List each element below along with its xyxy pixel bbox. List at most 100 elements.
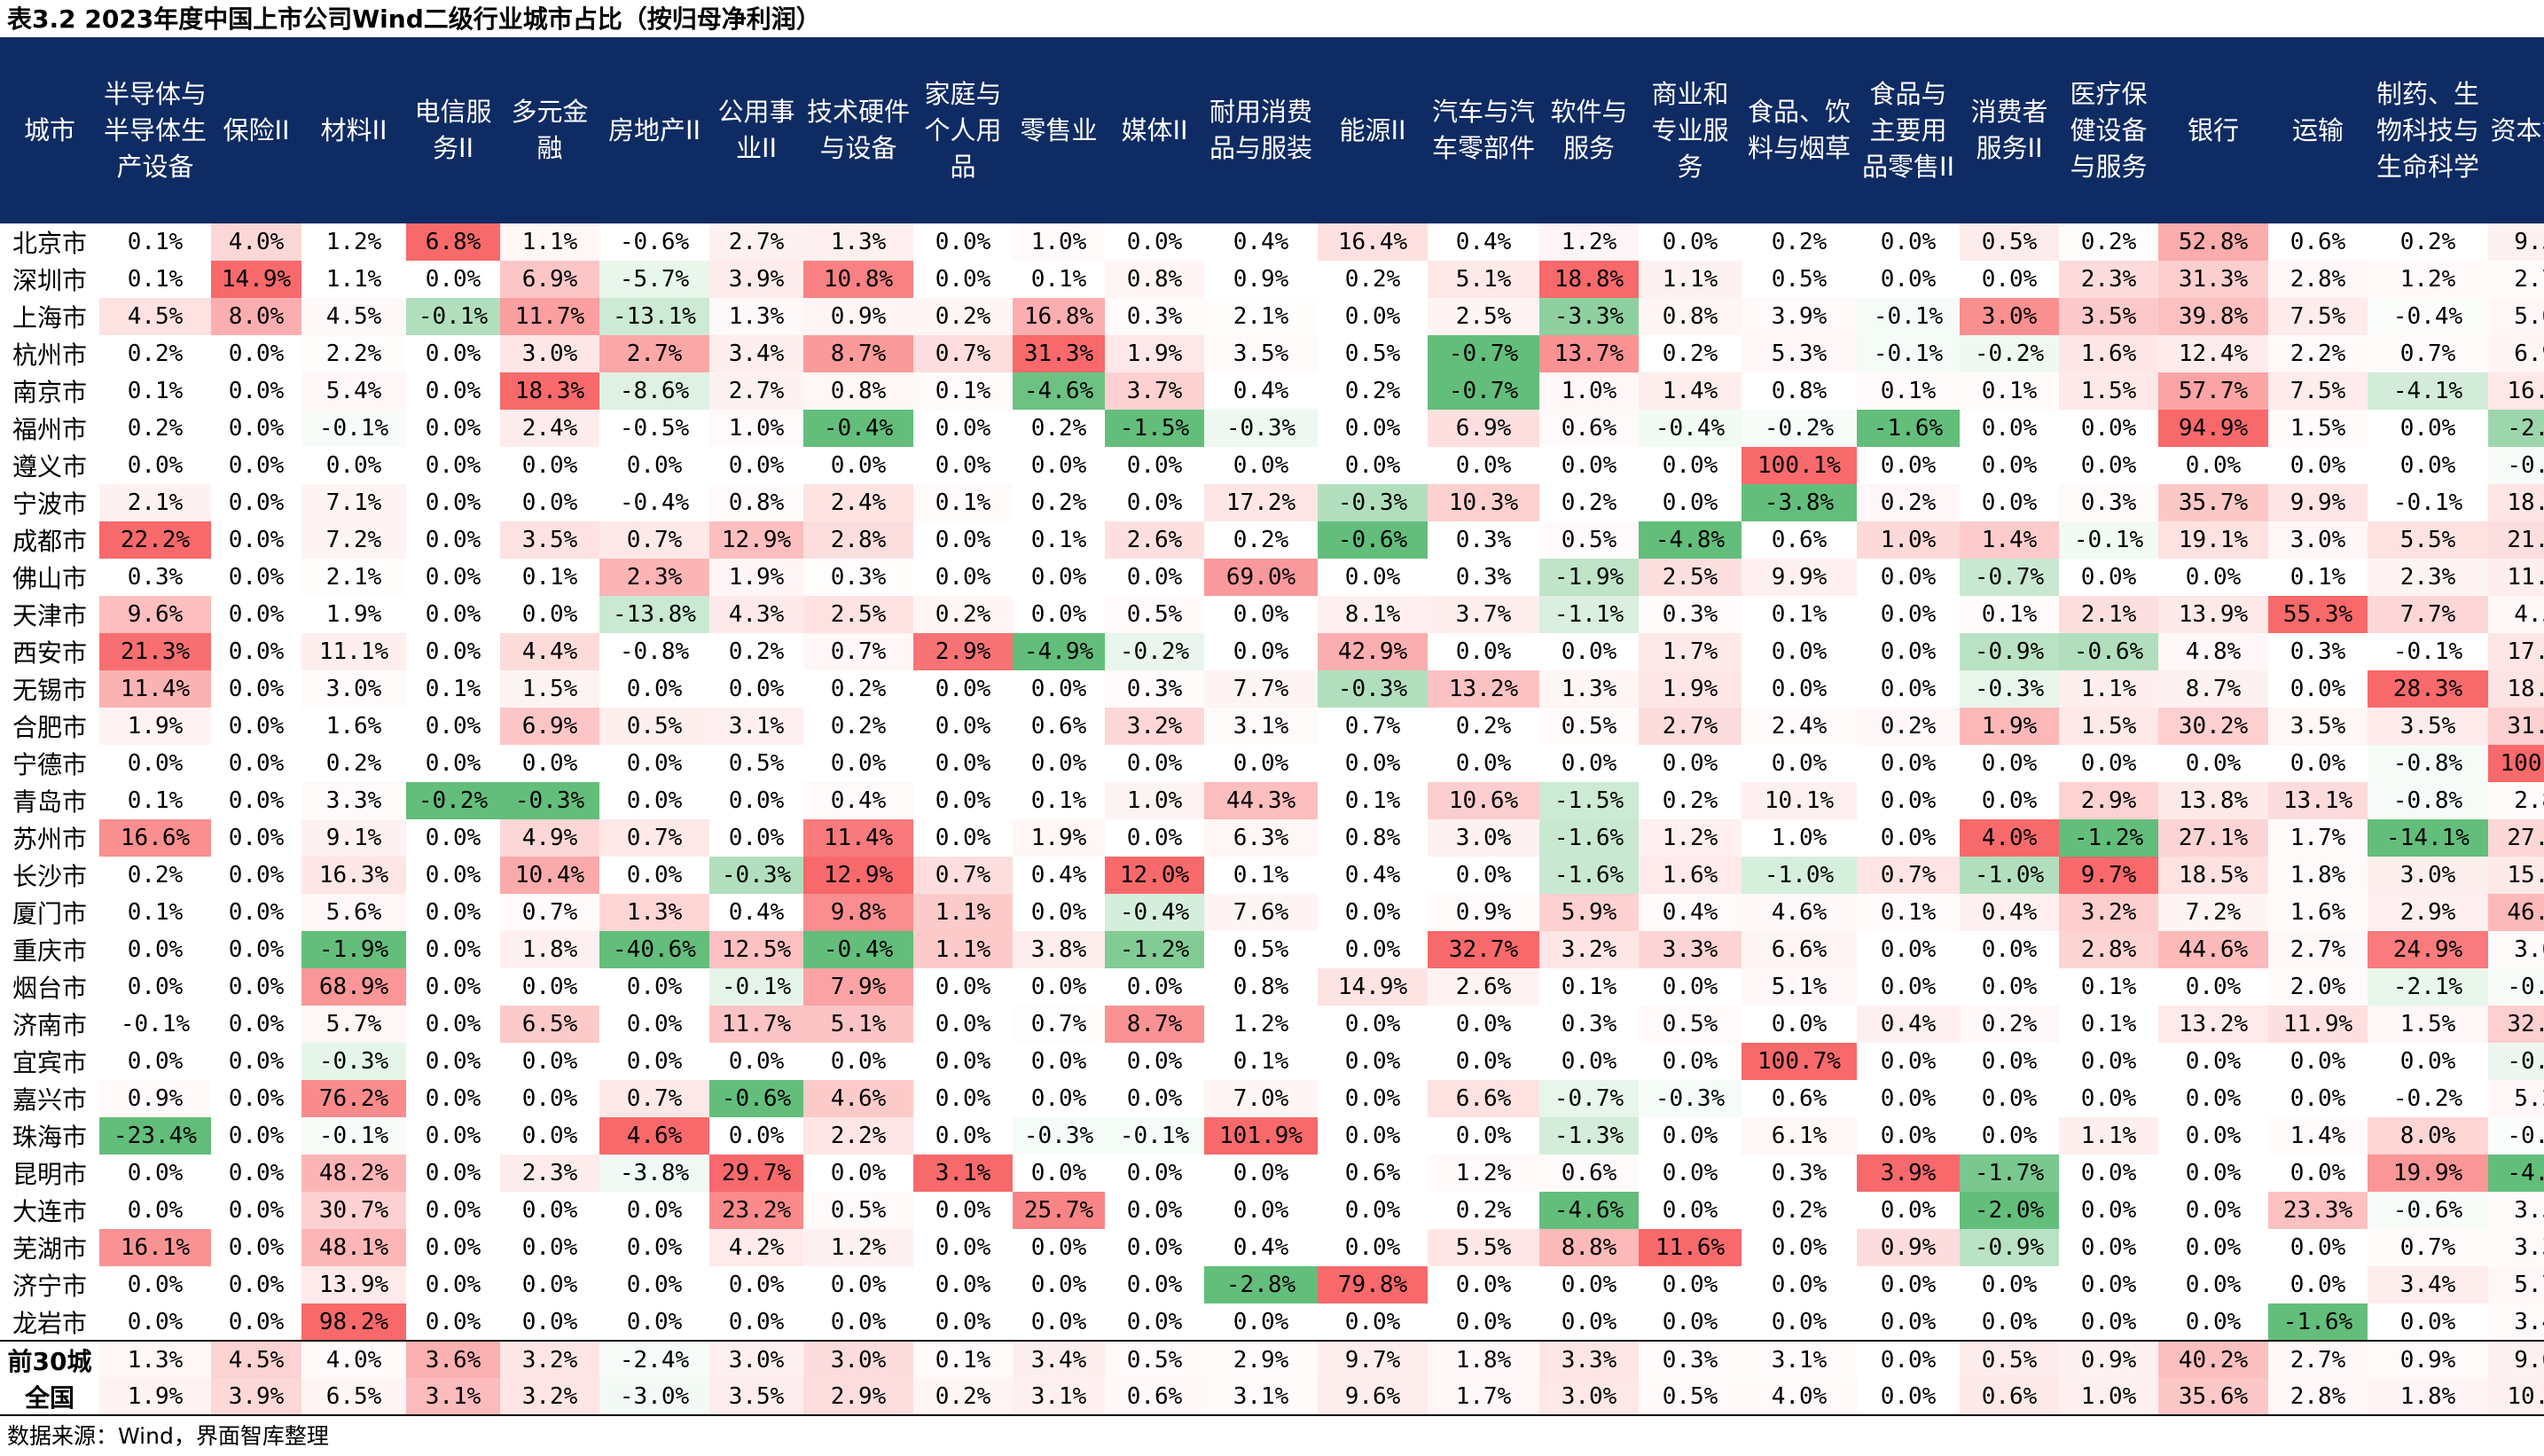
value-cell: 10.4% [500, 857, 599, 894]
value-cell: 0.3% [1105, 670, 1204, 708]
table-row: 大连市 0.0% 0.0% 30.7% 0.0% 0.0% 0.0% 23.2% 0.5% 0.0… [0, 1192, 2544, 1229]
value-cell: 40.2% [2158, 1340, 2268, 1378]
column-header-city: 城市 [0, 37, 99, 223]
value-cell: 1.9% [99, 1378, 211, 1416]
value-cell: 4.0% [211, 223, 301, 261]
value-cell: 32.3% [2488, 1006, 2544, 1043]
value-cell: 1.9% [1960, 708, 2059, 745]
value-cell: 0.0% [1030, 1085, 1087, 1112]
value-cell: 8.1% [1318, 596, 1428, 633]
value-cell: 0.0% [2185, 564, 2242, 591]
value-cell: 0.0% [1030, 564, 1087, 591]
value-cell: -2.1% [2368, 968, 2488, 1006]
value-cell: 0.0% [626, 1308, 683, 1335]
value-cell: 0.1% [913, 484, 1013, 521]
value-cell: -0.2% [2488, 968, 2544, 1006]
value-cell: 0.0% [1981, 974, 2038, 1000]
value-cell: 0.0% [2290, 1160, 2346, 1186]
value-cell: 0.0% [2185, 452, 2242, 479]
value-cell: 0.9% [1233, 266, 1289, 293]
value-cell: -0.7% [1960, 559, 2059, 596]
row-city: 合肥市 [12, 713, 87, 742]
value-cell: 5.6% [2488, 298, 2544, 335]
value-cell: 0.0% [1233, 452, 1289, 479]
value-cell: 0.0% [1233, 1160, 1289, 1186]
value-cell: 100.1% [2488, 745, 2544, 782]
value-cell: 1.9% [325, 601, 382, 628]
value-cell: 0.0% [1030, 1308, 1087, 1335]
value-cell: 9.6% [2488, 1340, 2544, 1378]
column-header: 公用事业II [709, 37, 803, 223]
value-cell: 0.1% [127, 266, 184, 293]
value-cell: 0.0% [626, 750, 683, 777]
value-cell: 0.1% [1960, 372, 2059, 410]
value-cell: 2.9% [913, 633, 1013, 670]
value-cell: 0.0% [425, 452, 481, 479]
value-cell: -2.8% [1204, 1266, 1318, 1303]
value-cell: 0.0% [1030, 1272, 1087, 1298]
value-cell: 4.0% [1960, 819, 2059, 857]
value-cell: 23.2% [709, 1192, 803, 1229]
value-cell: 11.4% [99, 670, 211, 708]
value-cell: 4.5% [301, 298, 406, 335]
value-cell: 0.0% [228, 750, 285, 777]
value-cell: 8.8% [1539, 1229, 1639, 1266]
value-cell: 25.7% [1013, 1192, 1105, 1229]
value-cell: 0.0% [228, 1123, 285, 1149]
value-cell: 0.2% [1662, 341, 1718, 367]
value-cell: 0.0% [325, 452, 382, 479]
value-cell: 0.0% [1880, 936, 1937, 963]
value-cell: 8.7% [803, 335, 913, 372]
value-cell: -1.7% [1960, 1155, 2059, 1192]
value-cell: 0.0% [521, 1272, 578, 1298]
value-cell: 0.0% [2290, 750, 2346, 777]
value-cell: -0.8% [619, 638, 690, 665]
value-cell: -1.0% [1960, 857, 2059, 894]
value-cell: -0.6% [619, 229, 690, 255]
value-cell: -0.1% [301, 410, 406, 447]
value-cell: 0.0% [1662, 1272, 1718, 1298]
value-cell: 0.8% [1639, 298, 1742, 335]
value-cell: 0.0% [1233, 638, 1289, 665]
column-header: 食品、饮料与烟草 [1742, 37, 1857, 223]
value-cell: 0.2% [1960, 1006, 2059, 1043]
value-cell: 0.0% [830, 1272, 887, 1298]
value-cell: 9.1% [301, 819, 406, 857]
table-row: 佛山市 0.3% 0.0% 2.1% 0.0% 0.1% 2.3% 1.9% 0.3% 0.0% 0… [0, 559, 2544, 596]
value-cell: 0.0% [2185, 1234, 2242, 1261]
value-cell: 2.3% [500, 1155, 599, 1192]
value-cell: 0.0% [626, 1197, 683, 1224]
value-cell: 3.0% [803, 1340, 913, 1378]
value-cell: 0.0% [728, 1272, 785, 1298]
value-cell: 7.5% [2268, 298, 2368, 335]
value-cell: 0.0% [1455, 862, 1512, 888]
value-cell: 5.5% [1428, 1229, 1539, 1266]
value-cell: 1.2% [803, 1229, 913, 1266]
value-cell: 0.7% [913, 857, 1013, 894]
value-cell: 8.0% [2368, 1117, 2488, 1155]
value-cell: 0.1% [127, 378, 184, 404]
value-cell: 0.0% [425, 1160, 481, 1186]
value-cell: 16.8% [1013, 298, 1105, 335]
value-cell: 0.5% [599, 708, 709, 745]
value-cell: 3.5% [2368, 708, 2488, 745]
value-cell: 0.0% [626, 676, 683, 702]
table-row: 重庆市 0.0% 0.0% -1.9% 0.0% 1.8% -40.6% 12.5% -0.4%… [0, 931, 2544, 968]
value-cell: 0.0% [935, 974, 991, 1000]
value-cell: 0.0% [521, 750, 578, 777]
value-cell: 8.7% [2158, 670, 2268, 708]
value-cell: 1.6% [2059, 335, 2158, 372]
value-cell: 0.0% [425, 713, 481, 740]
value-cell: 4.4% [500, 633, 599, 670]
value-cell: -0.1% [709, 968, 803, 1006]
value-cell: 0.3% [1639, 596, 1742, 633]
value-cell: 13.1% [2268, 782, 2368, 819]
value-cell: 0.4% [1639, 894, 1742, 931]
value-cell: -0.1% [2392, 638, 2463, 665]
value-cell: 11.7% [709, 1006, 803, 1043]
value-cell: 0.0% [521, 1197, 578, 1224]
value-cell: -0.3% [1960, 670, 2059, 708]
value-cell: 0.0% [1561, 1308, 1617, 1335]
value-cell: 0.0% [1662, 1308, 1718, 1335]
value-cell: -0.4% [619, 489, 690, 516]
